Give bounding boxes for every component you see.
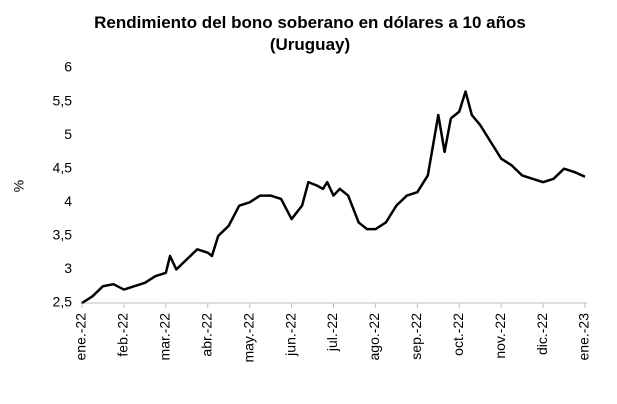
y-tick-label: 3,5	[53, 227, 73, 243]
x-tick-label: ago.-22	[366, 313, 382, 361]
y-tick-label: 5	[64, 126, 72, 142]
x-tick-label: sep.-22	[408, 313, 424, 360]
x-tick-label: jul.-22	[324, 313, 340, 352]
y-tick-label: 5,5	[53, 92, 73, 108]
x-tick-label: ene.-22	[73, 313, 89, 361]
y-tick-label: 4	[64, 193, 72, 209]
x-tick-label: oct.-22	[450, 313, 466, 356]
x-tick-label: abr.-22	[198, 313, 214, 357]
line-series	[81, 90, 586, 305]
x-tick-label: nov.-22	[492, 313, 508, 359]
y-tick-label: 2,5	[53, 294, 73, 310]
x-tick-label: mar.-22	[157, 313, 173, 361]
x-tick-label: feb.-22	[115, 313, 131, 357]
x-tick-label: jun.-22	[282, 313, 298, 357]
x-tick-label: ene.-23	[576, 313, 592, 361]
y-tick-label: 3	[64, 260, 72, 276]
x-tick-label: dic.-22	[534, 313, 550, 355]
y-tick-label: 4,5	[53, 159, 73, 175]
chart-title: Rendimiento del bono soberano en dólares…	[94, 13, 526, 54]
y-axis-label: %	[11, 180, 27, 192]
y-tick-label: 6	[64, 59, 72, 75]
x-tick-label: may.-22	[240, 313, 256, 363]
